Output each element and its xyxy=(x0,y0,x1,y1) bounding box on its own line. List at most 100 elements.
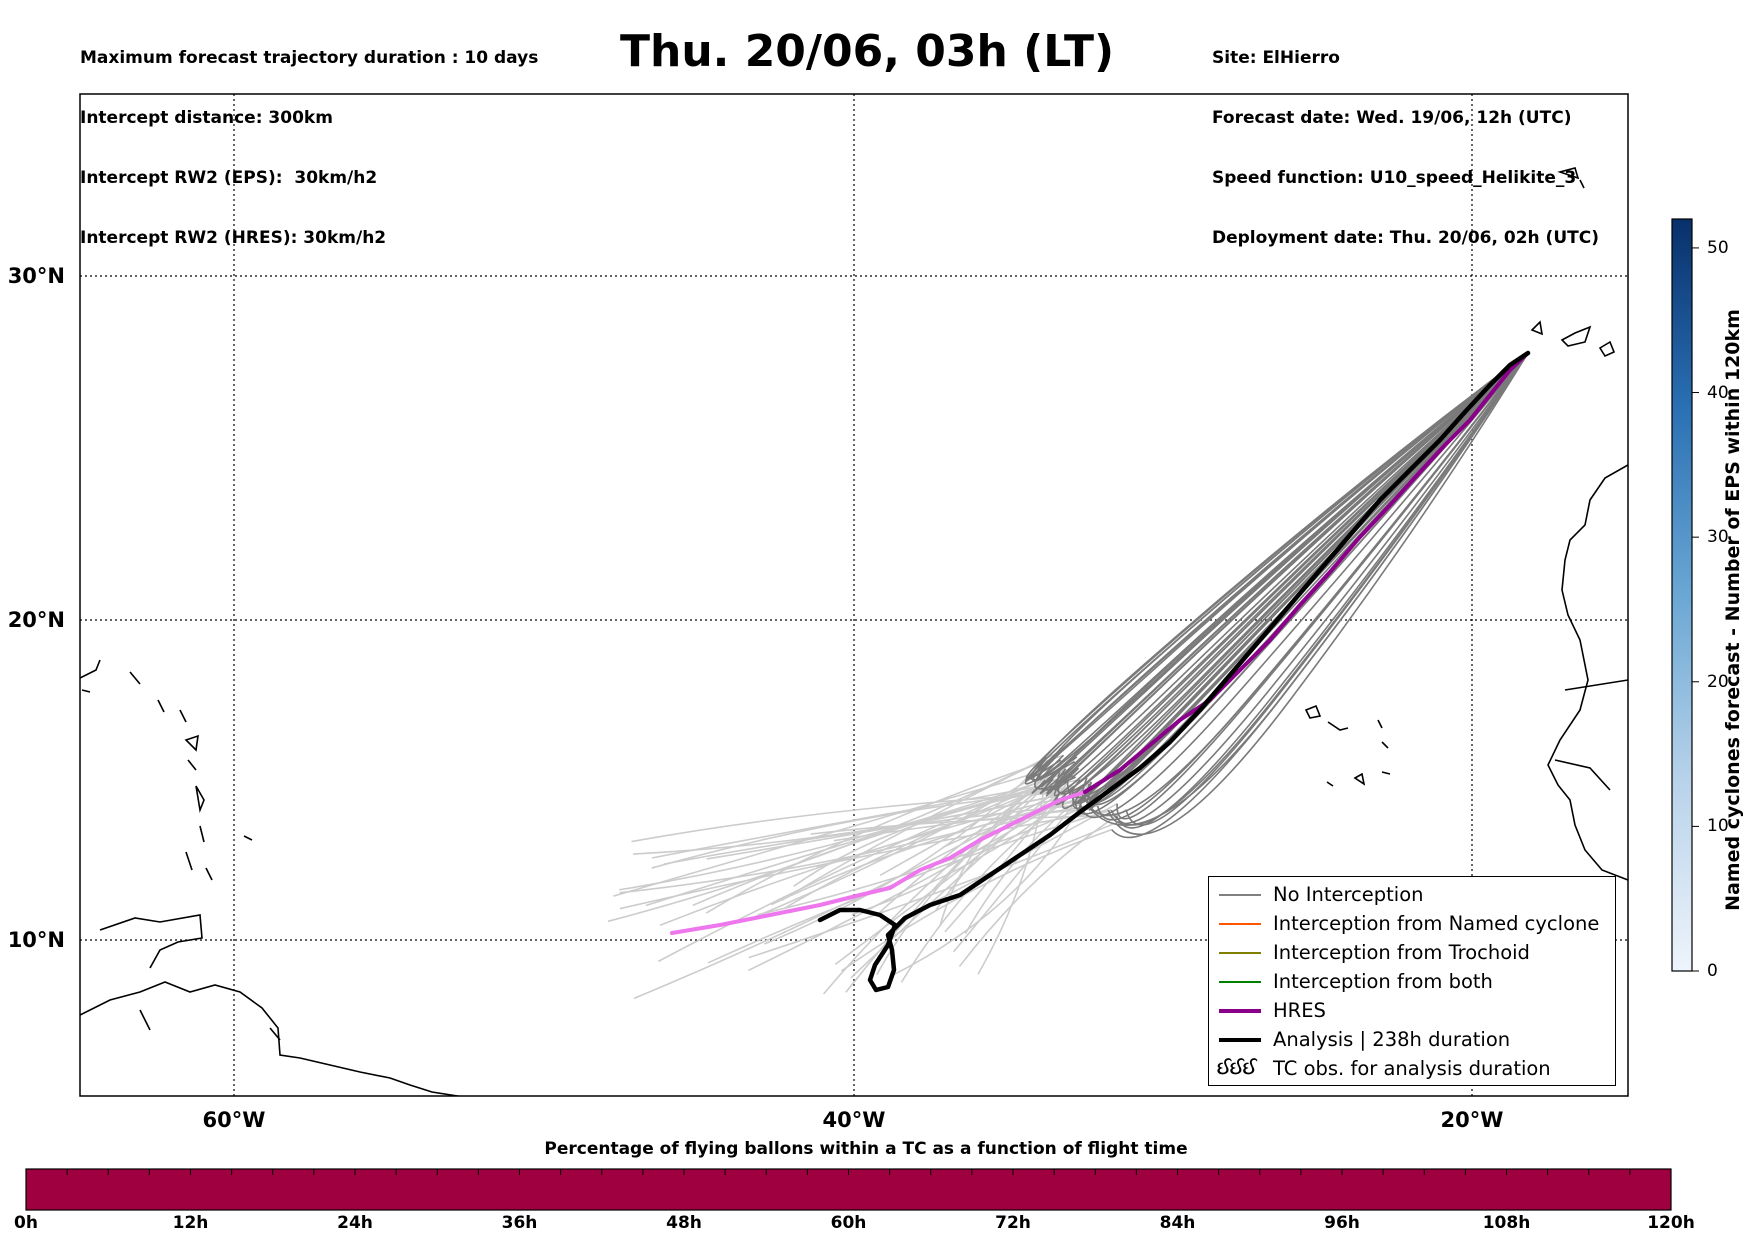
eps-trajectory-far xyxy=(822,778,1054,995)
intercept-distance-text: Intercept distance: 300km xyxy=(80,108,333,128)
eps-trajectory-near xyxy=(1079,352,1529,819)
site-text: Site: ElHierro xyxy=(1212,48,1340,68)
lon-label-20w: 20°W xyxy=(1440,1108,1504,1132)
eps-trajectory-far xyxy=(631,792,1060,843)
max-duration-text: Maximum forecast trajectory duration : 1… xyxy=(80,48,539,68)
legend-item-tc-obs: ઈઈઈ TC obs. for analysis duration xyxy=(1209,1055,1615,1084)
eps-trajectory-near xyxy=(1053,352,1529,797)
legend-item-named-cyclone: Interception from Named cyclone xyxy=(1209,910,1615,939)
eps-trajectory-near xyxy=(1116,352,1529,820)
eps-trajectory-far xyxy=(619,792,1098,894)
eps-trajectory-far xyxy=(748,822,1116,959)
percentage-bar-title: Percentage of flying ballons within a TC… xyxy=(544,1139,1188,1159)
intercept-rw2-hres-text: Intercept RW2 (HRES): 30km/h2 xyxy=(80,228,387,248)
percentage-bar-tick-label: 12h xyxy=(172,1213,209,1233)
percentage-bar-tick-label: 96h xyxy=(1324,1213,1360,1233)
colorbar-tick-label: 0 xyxy=(1707,961,1718,981)
cyclone-colorbar-ticks xyxy=(1692,247,1699,972)
legend-swatch xyxy=(1219,923,1261,925)
hres-trajectory xyxy=(670,351,1530,935)
percentage-bar-tick-label: 24h xyxy=(337,1213,373,1233)
eps-trajectory-near xyxy=(1025,352,1529,782)
legend-item-analysis: Analysis | 238h duration xyxy=(1209,1026,1615,1055)
colorbar-tick-label: 10 xyxy=(1707,816,1729,837)
eps-trajectory-far xyxy=(781,752,1057,902)
percentage-bar-tick-label: 48h xyxy=(666,1213,702,1233)
eps-trajectory-far xyxy=(747,781,1092,972)
eps-trajectory-far xyxy=(958,809,1127,967)
eps-trajectory-near xyxy=(1107,352,1529,825)
eps-trajectory-far xyxy=(890,797,1086,977)
eps-trajectory-near xyxy=(1125,352,1529,826)
eps-trajectory-far xyxy=(613,760,1075,897)
legend-item-no-interception: No Interception xyxy=(1209,881,1615,910)
percentage-bar-tick-label: 36h xyxy=(501,1213,538,1233)
colorbar-tick-label: 20 xyxy=(1707,671,1729,692)
lon-label-40w: 40°W xyxy=(822,1108,886,1132)
percentage-bar-tick-label: 0h xyxy=(14,1213,38,1233)
percentage-bar-tick-label: 72h xyxy=(995,1213,1031,1233)
eps-trajectory-far xyxy=(633,787,1092,855)
colorbar-tick-label: 30 xyxy=(1707,527,1729,548)
legend-label: Analysis | 238h duration xyxy=(1273,1028,1511,1051)
eps-trajectory-near xyxy=(1039,352,1529,781)
intercept-rw2-eps-text: Intercept RW2 (EPS): 30km/h2 xyxy=(80,168,378,188)
eps-trajectory-far xyxy=(840,828,1112,972)
eps-trajectory-near xyxy=(1066,352,1529,799)
legend-swatch xyxy=(1219,1038,1261,1042)
lon-label-60w: 60°W xyxy=(202,1108,266,1132)
page-title: Thu. 20/06, 03h (LT) xyxy=(620,26,1115,77)
eps-trajectory-near xyxy=(1084,352,1529,808)
analysis-trajectory xyxy=(817,350,1531,993)
legend-swatch xyxy=(1219,981,1261,983)
percentage-bar-tick-label: 84h xyxy=(1159,1213,1196,1233)
legend-label: HRES xyxy=(1273,999,1326,1022)
percentage-bar-tick-label: 120h xyxy=(1647,1213,1695,1233)
forecast-date-text: Forecast date: Wed. 19/06, 12h (UTC) xyxy=(1212,108,1572,128)
lat-label-20n: 20°N xyxy=(7,608,65,632)
eps-trajectory-near xyxy=(1039,352,1529,795)
legend-label: No Interception xyxy=(1273,883,1424,906)
colorbar-tick-label: 50 xyxy=(1707,237,1729,258)
eps-trajectory-far xyxy=(764,759,1046,945)
percentage-bar-tick-label: 108h xyxy=(1482,1213,1531,1233)
percentage-bar-ticks xyxy=(25,1169,1672,1175)
eps-trajectory-far xyxy=(619,809,1109,910)
map-frame xyxy=(79,93,1629,1097)
legend-label: Interception from Trochoid xyxy=(1273,941,1530,964)
legend-item-hres: HRES xyxy=(1209,997,1615,1026)
legend-swatch xyxy=(1219,894,1261,896)
eps-trajectory-far xyxy=(850,774,1074,979)
percentage-bar-tick-label: 60h xyxy=(830,1213,867,1233)
eps-trajectory-far xyxy=(833,808,1091,842)
eps-trajectory-near xyxy=(1114,352,1529,836)
cyclone-colorbar xyxy=(1671,218,1693,972)
coastlines xyxy=(80,167,1628,1096)
tc-symbol-icon: ઈઈઈ xyxy=(1217,1058,1257,1079)
legend-swatch xyxy=(1219,952,1261,954)
legend-item-trochoid: Interception from Trochoid xyxy=(1209,939,1615,968)
legend-swatch xyxy=(1219,1009,1261,1013)
eps-trajectory-far xyxy=(964,800,1076,934)
legend-label: Interception from Named cyclone xyxy=(1273,912,1600,935)
eps-trajectory-far xyxy=(977,780,1046,975)
legend-label: TC obs. for analysis duration xyxy=(1273,1057,1551,1080)
map-legend: No Interception Interception from Named … xyxy=(1208,876,1616,1086)
lat-label-30n: 30°N xyxy=(7,264,65,288)
eps-trajectory-far xyxy=(619,772,1066,891)
eps-trajectory-far xyxy=(784,773,1069,909)
speed-function-text: Speed function: U10_speed_Helikite_3 xyxy=(1212,168,1577,188)
deployment-date-text: Deployment date: Thu. 20/06, 02h (UTC) xyxy=(1212,228,1599,248)
eps-trajectory-near xyxy=(1090,352,1529,826)
percentage-bar xyxy=(25,1168,1672,1211)
legend-label: Interception from both xyxy=(1273,970,1493,993)
eps-trajectory-near xyxy=(1057,352,1529,794)
eps-trajectory-near xyxy=(1031,352,1529,794)
legend-item-both: Interception from both xyxy=(1209,968,1615,997)
run-parameters: Maximum forecast trajectory duration : 1… xyxy=(80,8,538,268)
lat-label-10n: 10°N xyxy=(7,928,65,952)
eps-trajectory-far xyxy=(633,779,1081,1000)
site-parameters: Site: ElHierro Forecast date: Wed. 19/06… xyxy=(1212,8,1599,268)
colorbar-tick-label: 40 xyxy=(1707,382,1729,403)
